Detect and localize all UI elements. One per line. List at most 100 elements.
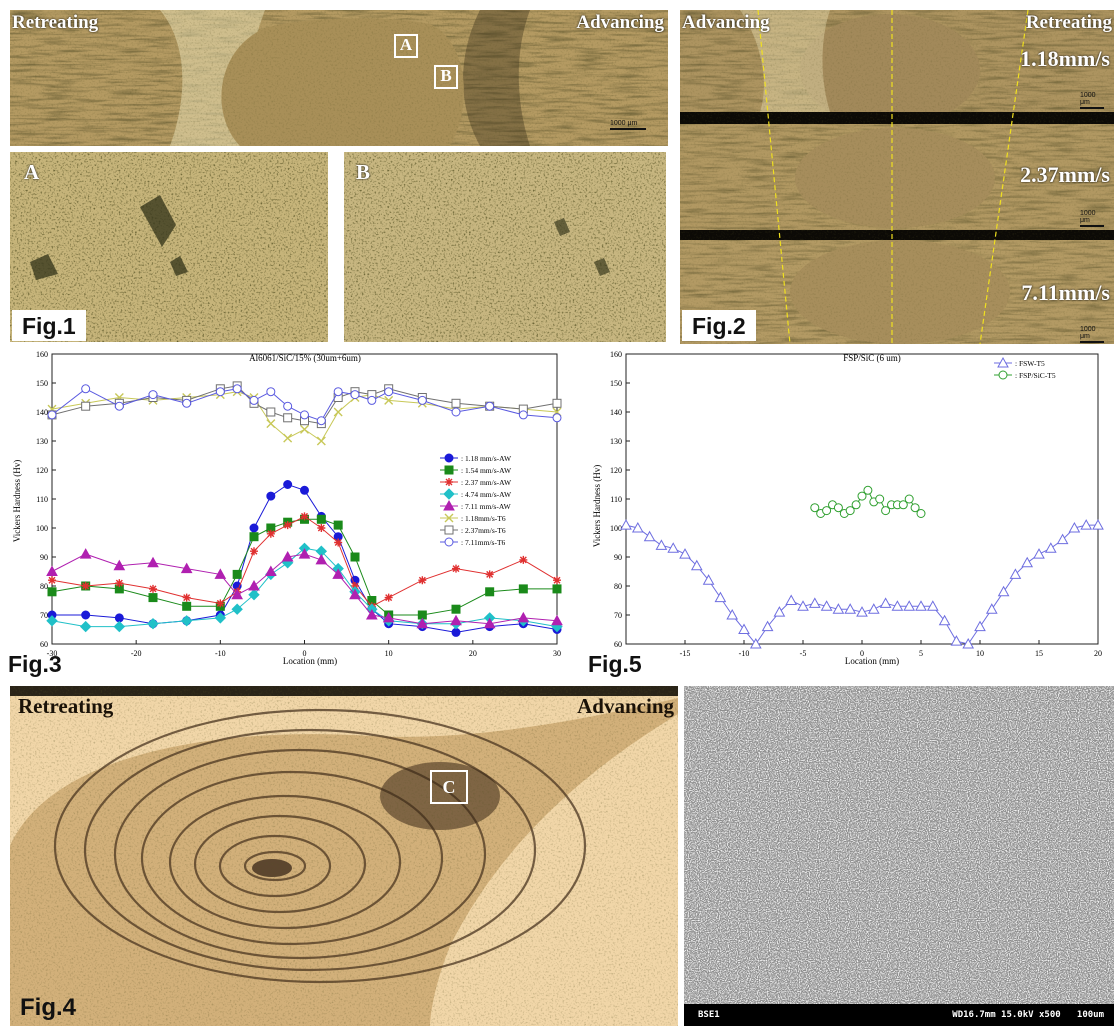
fig5-series-0-point <box>974 620 986 632</box>
fig3-series-7-point <box>316 416 326 426</box>
fig3-series-4-point <box>349 588 361 600</box>
fig2-scale-label-2: 1000 μm <box>1080 210 1096 224</box>
fig3-series-5-point <box>283 433 293 443</box>
fig3-series-3-point <box>231 603 243 615</box>
fig3-series-4-point <box>332 568 345 579</box>
fig3-series-7-point <box>215 387 225 397</box>
fig4-caption-tag: Fig.4 <box>20 994 77 1021</box>
fig3-series-5-point <box>266 419 276 429</box>
fig3-series-2-point <box>351 582 359 590</box>
fig5-series-0-point <box>667 542 680 553</box>
fig3-series-4-point <box>483 617 496 629</box>
fig3-series-2-point <box>317 524 326 532</box>
fig2-scale-bar-1: 1000 μm <box>1080 92 1104 109</box>
fig5-legend-marker-1 <box>998 370 1008 380</box>
fig3-y-tick-label: 110 <box>36 495 48 504</box>
fig3-y-tick-label: 60 <box>40 640 48 649</box>
fig3-series-2-point <box>553 576 561 585</box>
fig3-series-7-point <box>114 401 124 411</box>
fig3-series-2-point <box>149 584 157 593</box>
fig3-series-7-point <box>485 401 495 411</box>
fig5-series-0-point <box>1044 542 1057 553</box>
fig3-series-6-point <box>81 401 91 411</box>
fig3-series-4-point <box>298 548 311 559</box>
fig5-series-1-point <box>881 506 891 516</box>
fig3-y-tick-label: 160 <box>36 350 48 359</box>
fig3-series-1-point <box>333 520 343 530</box>
fig5-series-0-point <box>679 548 691 559</box>
fig5-series-0-point <box>643 530 656 542</box>
fig5-series-0-point <box>749 637 762 649</box>
fig5-chart-title: FSP/SiC (6 um) <box>843 353 901 363</box>
fig2-scale-bar-2: 1000 μm <box>1080 210 1104 227</box>
sem-footer-left: BSE1 <box>698 1010 720 1020</box>
fig3-series-2-point <box>384 593 393 602</box>
fig4-region-box-c: C <box>430 770 468 804</box>
fig3-caption-tag: Fig.3 <box>8 651 62 677</box>
fig3-legend-entry-5: : 1.18mm/s-T6 <box>461 514 506 523</box>
fig4-macrograph: Retreating Advancing C Fig.4 <box>10 686 678 1026</box>
fig3-series-2-point <box>283 521 292 530</box>
fig5-y-tick-label: 150 <box>610 379 622 388</box>
fig1-caption-tag: Fig.1 <box>12 310 86 341</box>
fig5-x-tick-label: 10 <box>976 649 984 658</box>
fig3-series-4-point <box>180 562 193 574</box>
fig5-series-0-point <box>891 600 904 611</box>
fig3-series-5-point <box>300 424 309 434</box>
fig5-series-0-point <box>1092 519 1104 530</box>
fig5-y-axis-label: Vickers Hardness (Hv) <box>592 465 602 547</box>
fig3-series-6-point <box>552 398 562 408</box>
fig3-series-2-point <box>418 576 427 585</box>
fig5-series-0-point <box>738 623 750 634</box>
fig3-series-1-point <box>552 584 562 594</box>
fig3-series-3-point <box>46 615 58 627</box>
fig1-panel-a-label: A <box>24 160 40 184</box>
fig3-y-tick-label: 70 <box>40 611 48 620</box>
fig5-y-tick-label: 90 <box>614 553 622 562</box>
fig5-series-0-point <box>655 539 668 550</box>
fig3-y-tick-label: 90 <box>40 553 48 562</box>
fig3-series-4-point <box>382 611 395 623</box>
fig3-x-tick-label: 30 <box>553 649 561 658</box>
fig1-panel-b-label: B <box>356 160 371 184</box>
fig2-label-retreating: Retreating <box>1025 12 1112 33</box>
fig3-legend-marker-5 <box>444 513 454 523</box>
fig1-label-retreating: Retreating <box>12 12 99 33</box>
fig3-series-7-point <box>266 387 276 397</box>
fig3-legend-entry-0: : 1.18 mm/s-AW <box>461 454 512 463</box>
fig3-series-7-point <box>182 398 192 408</box>
fig3-x-tick-label: -30 <box>47 649 58 658</box>
fig5-series-1-point <box>910 503 920 513</box>
fig3-series-1-point <box>316 514 326 524</box>
fig5-x-tick-label: 15 <box>1035 649 1043 658</box>
fig5-series-0-point <box>962 637 975 649</box>
fig5-series-1-point <box>904 494 914 504</box>
fig5-x-tick-label: 5 <box>919 649 923 658</box>
fig5-series-0-point <box>702 574 715 585</box>
fig5-series-0-point <box>985 603 998 614</box>
fig5-y-tick-label: 130 <box>610 437 622 446</box>
fig5-series-0-point <box>808 597 821 608</box>
fig2-speed-label-1: 1.18mm/s <box>1020 46 1110 71</box>
fig3-series-7-point <box>232 384 242 394</box>
fig3-series-0-point <box>283 480 293 489</box>
fig3-x-tick-label: -20 <box>131 649 142 658</box>
fig2-speed-label-2: 2.37mm/s <box>1020 162 1110 187</box>
fig5-y-tick-label: 60 <box>614 640 622 649</box>
fig3-legend-entry-6: : 2.37mm/s-T6 <box>461 526 506 535</box>
fig3-y-tick-label: 130 <box>36 437 48 446</box>
fig3-series-6-point <box>283 413 293 423</box>
fig3-series-5-point <box>384 395 394 405</box>
fig3-series-7-point <box>350 390 360 400</box>
fig5-series-0-line <box>625 524 1098 645</box>
fig5-series-0-point <box>915 600 927 611</box>
fig2-micrograph-stack: Advancing Retreating 1.18mm/s 2.37mm/s 7… <box>680 10 1114 344</box>
fig2-scale-label-1: 1000 μm <box>1080 92 1096 106</box>
fig5-y-tick-label: 100 <box>610 524 622 533</box>
fig3-series-3-line <box>51 547 558 628</box>
fig3-series-6-point <box>266 407 276 417</box>
fig5-y-tick-label: 80 <box>614 582 622 591</box>
fig3-series-2-point <box>266 529 275 538</box>
fig5-series-0-point <box>1080 519 1093 530</box>
sem-footer-right: WD16.7mm 15.0kV x500 100um <box>952 1010 1104 1020</box>
